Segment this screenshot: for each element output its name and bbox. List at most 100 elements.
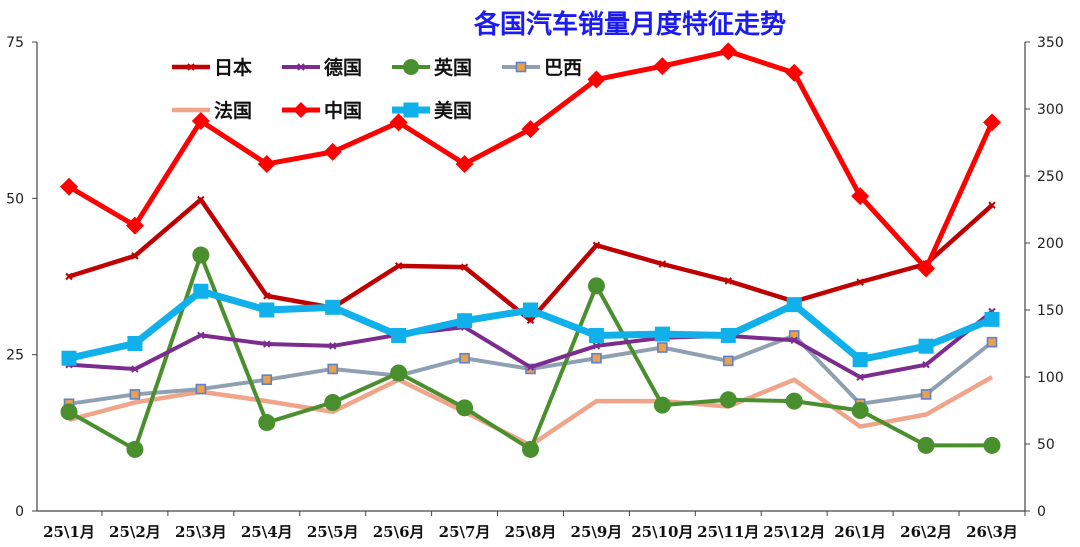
data-point bbox=[722, 355, 734, 367]
data-point bbox=[263, 340, 271, 348]
legend-item-日本: 日本 bbox=[172, 56, 252, 79]
x-tick-label: 25\12月 bbox=[763, 523, 825, 541]
legend-swatch-marker bbox=[403, 59, 419, 75]
data-point bbox=[60, 403, 78, 421]
data-point bbox=[917, 436, 935, 454]
data-point bbox=[653, 57, 672, 76]
data-point bbox=[592, 342, 601, 350]
data-point bbox=[653, 396, 671, 414]
data-point bbox=[785, 63, 804, 82]
data-point bbox=[522, 440, 539, 458]
data-point bbox=[852, 352, 868, 368]
legend-label: 法国 bbox=[214, 99, 252, 122]
data-point bbox=[131, 252, 139, 260]
data-point bbox=[785, 392, 803, 410]
data-point bbox=[657, 342, 668, 353]
data-point bbox=[719, 391, 737, 409]
data-point bbox=[521, 120, 540, 139]
y-right-tick-label: 150 bbox=[1037, 303, 1064, 319]
data-point bbox=[983, 436, 1001, 454]
data-point bbox=[455, 154, 474, 173]
legend-swatch-marker bbox=[403, 102, 419, 118]
legend-label: 中国 bbox=[324, 99, 362, 122]
legend-item-德国: 德国 bbox=[282, 56, 362, 79]
data-point bbox=[394, 262, 403, 270]
data-point bbox=[259, 302, 275, 318]
series-美国 bbox=[61, 283, 1000, 368]
data-point bbox=[263, 292, 271, 300]
y-left-tick-label: 0 bbox=[15, 504, 24, 520]
data-point bbox=[192, 246, 210, 264]
legend-swatch-marker bbox=[293, 102, 309, 118]
data-point bbox=[60, 177, 78, 196]
data-point bbox=[851, 187, 870, 206]
data-point bbox=[460, 263, 469, 271]
data-point bbox=[719, 42, 738, 61]
x-tick-label: 25\3月 bbox=[175, 523, 227, 541]
legend-item-巴西: 巴西 bbox=[502, 57, 582, 79]
data-point bbox=[391, 327, 407, 343]
y-right-tick-label: 50 bbox=[1037, 437, 1055, 453]
legend-label: 德国 bbox=[324, 56, 362, 79]
legend-swatch-marker bbox=[297, 63, 305, 71]
data-point bbox=[324, 393, 342, 411]
data-point bbox=[125, 216, 144, 235]
data-point bbox=[984, 311, 1000, 327]
y-left-tick-label: 25 bbox=[6, 348, 24, 364]
data-point bbox=[720, 327, 736, 343]
x-tick-label: 25\2月 bbox=[109, 523, 161, 541]
data-point bbox=[591, 352, 602, 364]
data-point bbox=[323, 142, 342, 161]
data-point bbox=[588, 327, 604, 343]
legend-label: 巴西 bbox=[544, 57, 582, 79]
legend-swatch-marker bbox=[187, 63, 195, 71]
data-point bbox=[456, 399, 474, 417]
data-point bbox=[988, 201, 996, 209]
data-point bbox=[856, 278, 864, 286]
x-tick-label: 25\7月 bbox=[439, 523, 491, 541]
data-point bbox=[195, 383, 207, 395]
data-point bbox=[856, 373, 864, 381]
data-point bbox=[61, 350, 77, 366]
x-tick-label: 25\5月 bbox=[307, 523, 359, 541]
data-point bbox=[126, 440, 144, 458]
y-right-tick-label: 200 bbox=[1037, 236, 1064, 252]
x-tick-label: 26\1月 bbox=[834, 523, 886, 541]
data-point bbox=[724, 277, 732, 285]
y-right-tick-label: 250 bbox=[1037, 169, 1064, 185]
data-point bbox=[329, 342, 337, 350]
x-tick-label: 25\11月 bbox=[697, 523, 759, 541]
y-right-tick-label: 300 bbox=[1037, 102, 1064, 118]
data-point bbox=[917, 259, 936, 278]
data-point bbox=[526, 363, 535, 371]
data-point bbox=[526, 316, 535, 324]
y-left-tick-label: 50 bbox=[6, 191, 24, 207]
data-point bbox=[983, 113, 1001, 132]
legend-label: 日本 bbox=[214, 56, 252, 79]
data-point bbox=[131, 365, 139, 373]
data-point bbox=[257, 154, 276, 173]
data-point bbox=[197, 195, 205, 204]
y-right-tick-label: 100 bbox=[1037, 370, 1064, 386]
x-tick-label: 25\4月 bbox=[241, 523, 293, 541]
data-point bbox=[587, 70, 606, 89]
data-point bbox=[851, 402, 869, 419]
data-point bbox=[258, 414, 276, 432]
data-point bbox=[261, 374, 273, 385]
data-point bbox=[918, 338, 934, 354]
data-point bbox=[129, 389, 141, 400]
data-point bbox=[654, 326, 670, 342]
x-tick-label: 26\3月 bbox=[966, 523, 1018, 541]
data-point bbox=[790, 336, 798, 344]
data-point bbox=[457, 313, 473, 329]
y-left-tick-label: 75 bbox=[6, 35, 24, 51]
x-tick-label: 25\10月 bbox=[631, 523, 693, 541]
legend-item-英国: 英国 bbox=[392, 56, 472, 79]
data-point bbox=[920, 389, 932, 400]
x-tick-label: 25\6月 bbox=[373, 523, 425, 541]
series-layer bbox=[60, 42, 1001, 458]
series-日本 bbox=[65, 195, 996, 324]
chart-title: 各国汽车销量月度特征走势 bbox=[473, 9, 786, 40]
